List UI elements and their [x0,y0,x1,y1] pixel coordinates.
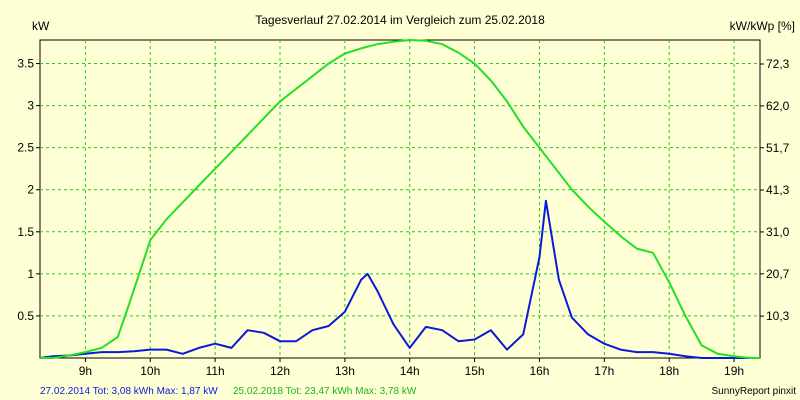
x-tick-label: 12h [270,364,290,378]
x-tick-label: 17h [594,364,614,378]
x-tick-label: 16h [529,364,549,378]
series-line-series_2014 [39,199,751,359]
plot-area-frame [39,39,761,359]
y2-tick-label: 72,3 [766,57,790,71]
y2-tick-label: 51,7 [766,141,790,155]
x-tick-label: 10h [140,364,160,378]
x-tick-label: 18h [659,364,679,378]
x-tick-label: 13h [335,364,355,378]
y2-tick-label: 31,0 [766,225,790,239]
y2-tick-label: 10,3 [766,309,790,323]
chart-title: Tagesverlauf 27.02.2014 im Vergleich zum… [255,13,545,27]
y2-tick-label: 41,3 [766,183,790,197]
x-tick-label: 14h [400,364,420,378]
y2-tick-label: 20,7 [766,267,790,281]
y-tick-label: 2 [27,183,34,197]
y-tick-label: 1 [27,267,34,281]
y2-tick-label: 62,0 [766,99,790,113]
tick-labels: 9h 10h 11h 12h 13h 14h 15h 16h 17h 18h 19h 0.5 1 1.5 2… [17,57,789,378]
legend-2018: 25.02.2018 Tot: 23,47 kWh Max: 3,78 kW [233,386,417,397]
grid-lines [36,40,764,362]
y2-axis-label: kW/kWp [%] [730,19,795,33]
y-tick-label: 0.5 [17,309,34,323]
source-credit: SunnyReport pinxit [712,386,797,397]
x-tick-label: 9h [79,364,92,378]
series-line-series_2018 [40,39,760,359]
series-lines [39,39,760,359]
y-tick-label: 2.5 [17,141,34,155]
x-tick-label: 11h [206,364,225,378]
x-tick-label: 15h [465,364,485,378]
y-tick-label: 1.5 [17,225,34,239]
y-tick-label: 3 [27,99,34,113]
x-tick-label: 19h [724,364,744,378]
y-tick-label: 3.5 [17,57,34,71]
legend-2014: 27.02.2014 Tot: 3,08 kWh Max: 1,87 kW [40,386,218,397]
y-axis-label: kW [32,19,50,33]
